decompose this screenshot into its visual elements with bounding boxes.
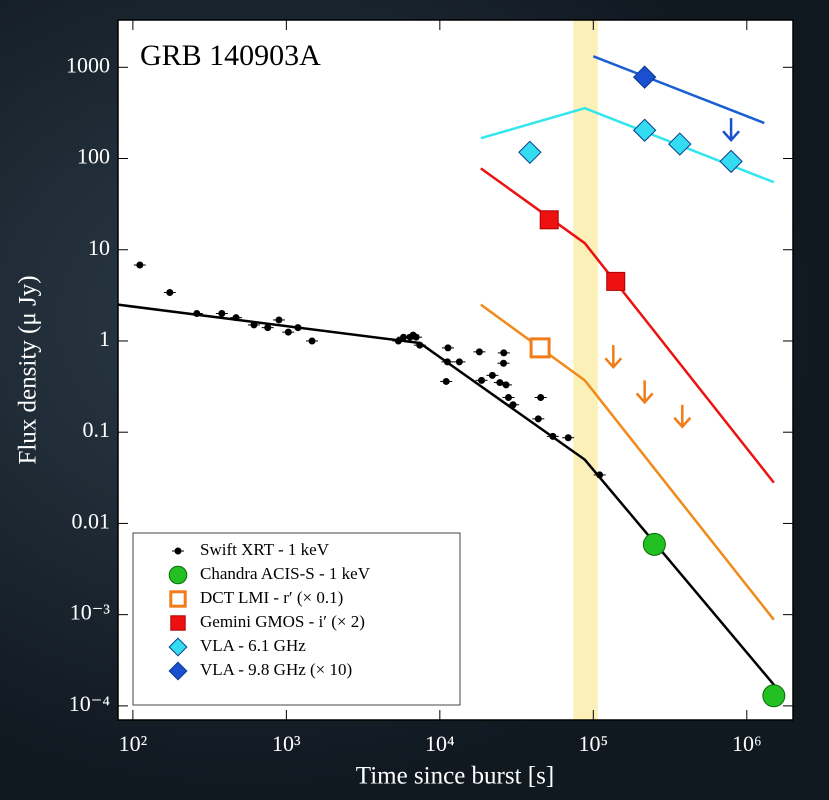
point	[400, 333, 408, 341]
y-tick-label: 10⁻³	[70, 600, 111, 625]
point	[719, 149, 743, 174]
point	[478, 376, 486, 384]
point	[606, 271, 626, 291]
x-axis-label: Time since burst [s]	[356, 763, 554, 790]
point	[218, 310, 226, 318]
point	[642, 532, 666, 556]
model-line	[480, 303, 775, 621]
highlight-band	[573, 20, 598, 720]
legend-label: DCT LMI - r′ (× 0.1)	[200, 588, 343, 607]
point	[529, 337, 551, 359]
legend-marker	[168, 565, 188, 585]
plot-frame	[117, 19, 794, 721]
legend-marker	[174, 547, 182, 555]
y-tick-label: 0.01	[72, 508, 111, 533]
point	[416, 341, 424, 349]
point	[136, 261, 144, 269]
upper-limit-arrow	[604, 345, 623, 370]
point	[250, 321, 258, 329]
point	[443, 358, 451, 366]
x-tick-label: 10⁵	[578, 731, 608, 756]
x-tick-label: 10³	[272, 731, 301, 756]
point	[308, 337, 316, 345]
point	[549, 432, 557, 440]
point	[668, 132, 692, 156]
model-line	[592, 55, 765, 125]
legend	[132, 532, 461, 706]
upper-limit-arrow	[635, 380, 654, 405]
model-line	[480, 106, 775, 184]
point	[539, 210, 559, 230]
legend-marker	[169, 590, 187, 608]
point	[455, 358, 463, 366]
point	[564, 434, 572, 442]
point	[488, 371, 496, 379]
upper-limit-arrow	[673, 404, 692, 429]
x-tick-label: 10⁶	[732, 731, 762, 756]
plot	[117, 20, 786, 720]
point	[632, 118, 657, 142]
point	[632, 65, 657, 89]
point	[442, 377, 450, 385]
legend-marker	[170, 615, 186, 631]
point	[496, 379, 504, 387]
point	[518, 140, 542, 165]
legend-label: Chandra ACIS-S - 1 keV	[200, 564, 371, 583]
point	[500, 349, 508, 357]
point	[534, 415, 542, 423]
point	[762, 684, 786, 708]
y-tick-label: 10⁻⁴	[69, 691, 111, 716]
point	[444, 344, 452, 352]
point	[537, 394, 545, 402]
model-line	[117, 303, 780, 691]
point	[394, 337, 402, 345]
legend-label: Swift XRT - 1 keV	[200, 540, 330, 559]
point	[294, 324, 302, 332]
point	[475, 348, 483, 356]
y-tick-label: 0.1	[83, 417, 111, 442]
point	[193, 310, 201, 318]
legend-label: VLA - 9.8 GHz (× 10)	[200, 660, 352, 679]
point	[509, 401, 517, 409]
y-tick-label: 1	[99, 326, 110, 351]
legend-marker	[168, 637, 188, 657]
point	[264, 324, 272, 332]
point	[412, 333, 420, 341]
point	[502, 381, 510, 389]
point	[504, 394, 512, 402]
point	[596, 471, 604, 479]
chart-title: GRB 140903A	[140, 39, 321, 72]
point	[232, 314, 240, 322]
legend-marker	[168, 661, 188, 681]
x-tick-label: 10²	[119, 731, 148, 756]
model-line	[480, 167, 775, 484]
legend-label: Gemini GMOS - i′ (× 2)	[200, 612, 365, 631]
point	[284, 328, 292, 336]
legend-label: VLA - 6.1 GHz	[200, 636, 306, 655]
x-tick-label: 10⁴	[425, 731, 455, 756]
point	[500, 359, 508, 367]
point	[166, 288, 174, 296]
upper-limit-arrow	[722, 118, 741, 143]
point	[275, 316, 283, 324]
y-tick-label: 100	[77, 144, 110, 169]
y-axis-label: Flux density (μ Jy)	[15, 275, 42, 464]
y-tick-label: 10	[88, 235, 110, 260]
y-tick-label: 1000	[66, 52, 110, 77]
